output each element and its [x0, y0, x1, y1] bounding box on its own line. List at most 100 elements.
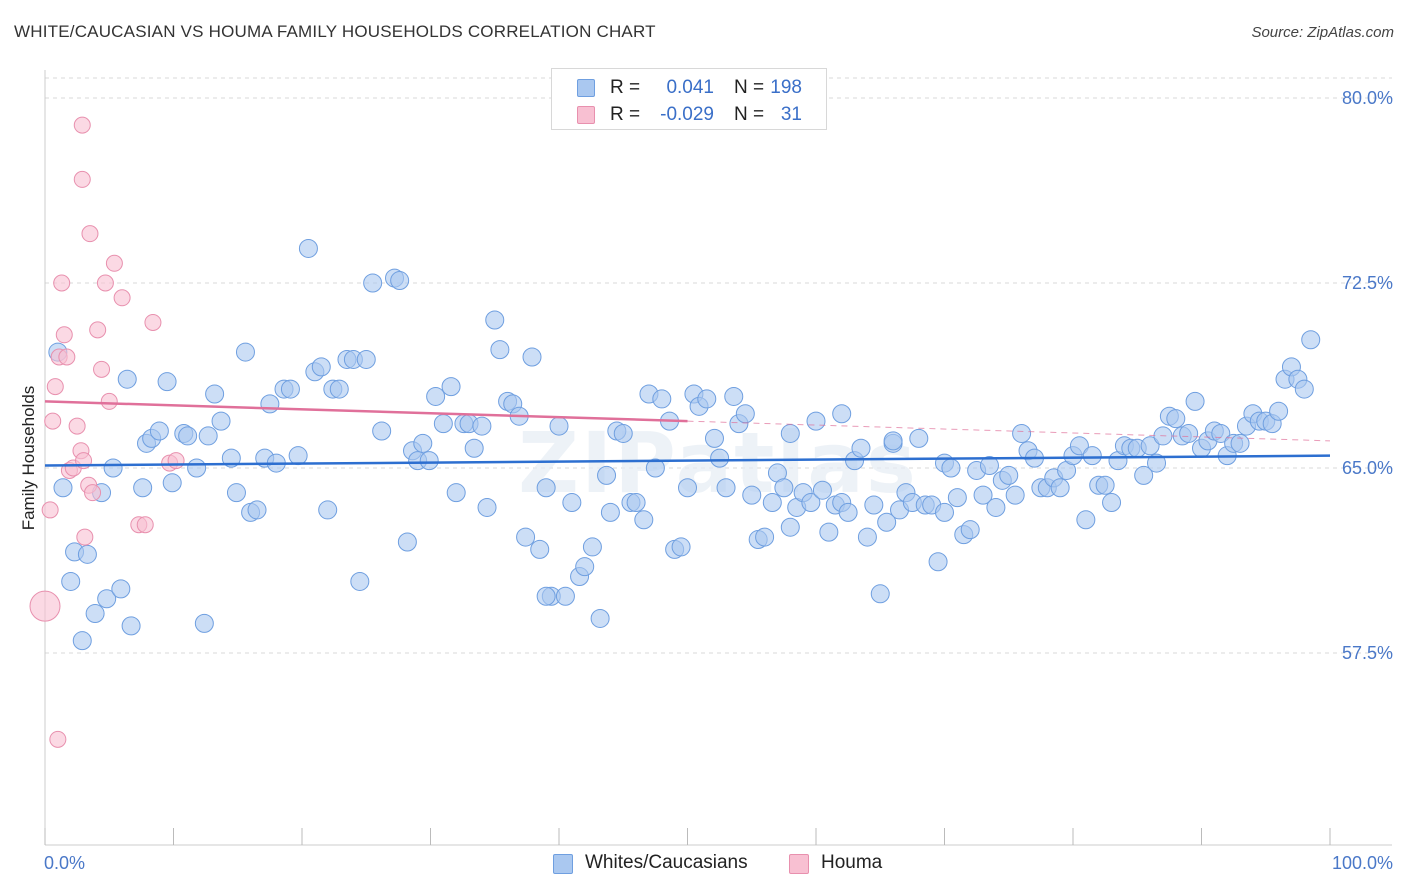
- data-point-whites: [762, 493, 782, 513]
- data-point-whites: [1140, 436, 1160, 456]
- data-point-whites: [1301, 330, 1321, 350]
- data-point-houma: [167, 452, 185, 470]
- data-point-whites: [780, 423, 800, 443]
- data-point-whites: [221, 448, 241, 468]
- data-point-houma: [76, 528, 94, 546]
- data-point-whites: [187, 458, 207, 478]
- data-point-whites: [530, 539, 550, 559]
- correlation-legend: R = 0.041 N = 198 R = -0.029 N = 31: [551, 68, 827, 130]
- data-point-whites: [883, 431, 903, 451]
- legend-n-value: 31: [780, 104, 802, 125]
- data-point-houma: [81, 225, 99, 243]
- data-point-whites: [851, 438, 871, 458]
- data-point-whites: [522, 347, 542, 367]
- data-point-whites: [774, 478, 794, 498]
- data-point-whites: [645, 458, 665, 478]
- data-point-whites: [716, 478, 736, 498]
- data-point-whites: [413, 433, 433, 453]
- data-point-whites: [178, 426, 198, 446]
- data-point-houma: [113, 289, 131, 307]
- data-point-houma: [144, 313, 162, 331]
- data-point-whites: [477, 497, 497, 517]
- data-point-whites: [597, 465, 617, 485]
- trend-line-houma-extension: [687, 420, 1331, 442]
- data-point-whites: [724, 386, 744, 406]
- data-point-whites: [780, 517, 800, 537]
- data-point-whites: [973, 485, 993, 505]
- data-point-whites: [397, 532, 417, 552]
- data-point-whites: [986, 497, 1006, 517]
- data-point-whites: [111, 579, 131, 599]
- data-point-whites: [999, 465, 1019, 485]
- data-point-houma: [84, 484, 102, 502]
- data-point-whites: [1269, 401, 1289, 421]
- data-point-whites: [426, 386, 446, 406]
- y-axis-title: Family Households: [19, 386, 38, 531]
- data-point-whites: [1069, 436, 1089, 456]
- data-point-whites: [61, 571, 81, 591]
- data-point-whites: [1102, 493, 1122, 513]
- chart-title: WHITE/CAUCASIAN VS HOUMA FAMILY HOUSEHOL…: [14, 22, 656, 41]
- y-tick-label: 57.5%: [1342, 643, 1393, 663]
- data-point-whites: [941, 458, 961, 478]
- data-point-whites: [1005, 485, 1025, 505]
- y-tick-label: 72.5%: [1342, 273, 1393, 293]
- data-point-whites: [1134, 465, 1154, 485]
- data-point-whites: [864, 495, 884, 515]
- data-point-houma: [89, 321, 107, 339]
- legend-swatch-whites: [577, 79, 595, 97]
- data-point-whites: [755, 527, 775, 547]
- data-point-whites: [838, 502, 858, 522]
- data-point-whites: [812, 480, 832, 500]
- data-point-whites: [205, 384, 225, 404]
- data-point-whites: [311, 357, 331, 377]
- series-legend-whites-swatch: [553, 854, 573, 874]
- data-point-whites: [600, 502, 620, 522]
- data-point-houma: [105, 254, 123, 272]
- legend-r-label: R =: [610, 77, 641, 98]
- data-point-whites: [433, 414, 453, 434]
- data-point-houma: [44, 412, 62, 430]
- data-point-whites: [1147, 453, 1167, 473]
- data-point-whites: [329, 379, 349, 399]
- trend-layer: [44, 400, 1331, 467]
- data-point-whites: [1230, 433, 1250, 453]
- data-point-whites: [909, 428, 929, 448]
- data-point-houma: [68, 417, 86, 435]
- data-point-whites: [562, 493, 582, 513]
- data-point-whites: [226, 483, 246, 503]
- data-point-whites: [1095, 475, 1115, 495]
- data-point-whites: [801, 493, 821, 513]
- series-legend-houma-label: Houma: [821, 852, 883, 873]
- data-point-houma: [96, 274, 114, 292]
- data-point-whites: [363, 273, 383, 293]
- legend-n-label: N =: [734, 104, 765, 125]
- data-point-whites: [735, 404, 755, 424]
- data-point-whites: [103, 458, 123, 478]
- data-point-whites: [260, 394, 280, 414]
- data-point-whites: [149, 421, 169, 441]
- data-point-whites: [1294, 379, 1314, 399]
- data-point-whites: [555, 586, 575, 606]
- data-point-whites: [832, 404, 852, 424]
- legend-n-label: N =: [734, 77, 765, 98]
- legend-r-value: -0.029: [660, 104, 714, 125]
- data-point-whites: [870, 584, 890, 604]
- data-point-whites: [979, 456, 999, 476]
- data-point-whites: [1082, 446, 1102, 466]
- data-point-whites: [575, 557, 595, 577]
- data-point-houma: [58, 348, 76, 366]
- data-point-whites: [1185, 391, 1205, 411]
- data-point-whites: [516, 527, 536, 547]
- data-point-whites: [77, 544, 97, 564]
- data-point-whites: [157, 372, 177, 392]
- data-point-whites: [211, 411, 231, 431]
- data-point-whites: [235, 342, 255, 362]
- data-point-houma: [41, 501, 59, 519]
- data-point-whites: [117, 369, 137, 389]
- series-houma-points: [29, 116, 185, 748]
- data-point-whites: [704, 428, 724, 448]
- data-point-whites: [742, 485, 762, 505]
- chart-source: Source: ZipAtlas.com: [1251, 24, 1394, 41]
- data-point-whites: [390, 271, 410, 291]
